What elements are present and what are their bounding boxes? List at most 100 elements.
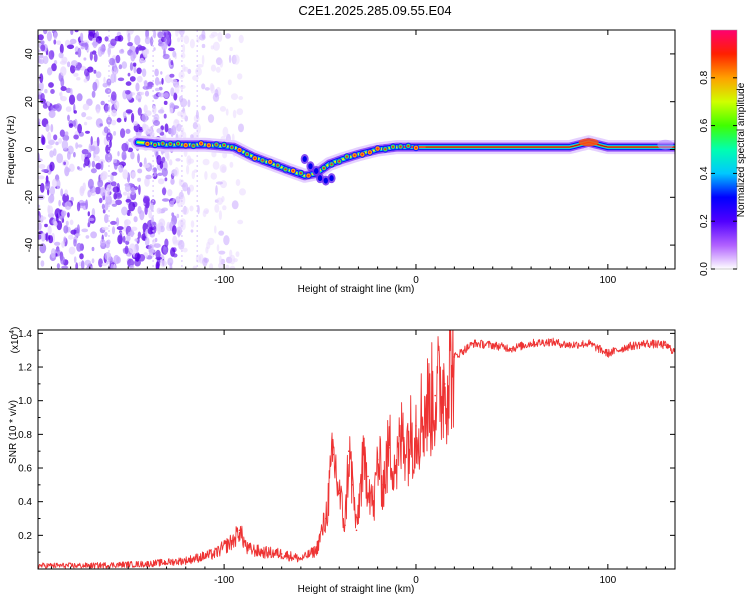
spectrogram-noise-blob xyxy=(176,30,180,33)
spectrogram-noise-blob xyxy=(64,131,69,136)
spectrogram-noise-blob xyxy=(62,193,69,203)
snr-ytick-label: 0.4 xyxy=(18,497,32,508)
spectrogram-noise-blob xyxy=(210,45,215,50)
spectrogram-noise-blob xyxy=(50,89,55,94)
spectrogram-noise-blob xyxy=(62,134,70,142)
spectrogram-peak-core xyxy=(368,151,371,154)
spectrogram-noise-blob xyxy=(121,61,128,69)
spectrogram-noise-blob xyxy=(144,36,151,45)
spectrogram-noise-blob xyxy=(68,123,74,128)
spectrogram-noise-blob xyxy=(201,30,206,40)
spectrogram-noise-blob xyxy=(219,59,224,68)
spectrogram-noise-blob xyxy=(138,98,141,103)
snr-data-point xyxy=(376,458,379,461)
spectrogram-noise-blob xyxy=(130,151,135,160)
colorbar-tick-label: 0.2 xyxy=(699,214,710,228)
spectrogram-noise-blob xyxy=(157,224,162,235)
snr-ticks: -100 0 100 0.2 0.4 0.6 0.8 1.0 1.2 1.4 xyxy=(18,329,675,586)
spectrogram-noise-blob xyxy=(110,220,117,225)
spectrogram-noise-blob xyxy=(63,161,66,166)
spectrogram-noise-blob xyxy=(38,222,42,231)
spectrogram-noise-blob xyxy=(195,67,203,76)
spectrogram-noise-blob xyxy=(223,235,230,246)
spectrogram-noise-blob xyxy=(129,212,133,217)
spectrogram-noise-blob xyxy=(53,134,58,141)
snr-ytick-label: 1.0 xyxy=(18,396,32,407)
spectrogram-noise-blob xyxy=(65,168,71,173)
spectrogram-noise-blob xyxy=(122,191,128,196)
spectrogram-noise-blob xyxy=(222,126,229,137)
spectrogram-noise-blob xyxy=(73,134,79,140)
spectrogram-noise-blob xyxy=(143,49,147,58)
spectrogram-noise-blob xyxy=(77,47,82,58)
spectrogram-noise-blob xyxy=(239,188,246,196)
spectrogram-peak-core xyxy=(161,142,164,145)
spectrogram-noise-blob xyxy=(95,162,102,170)
spectrogram-noise-blob xyxy=(69,219,74,226)
spectrogram-noise-blob xyxy=(80,260,85,269)
spectrogram-noise-blob xyxy=(201,83,206,90)
spectrogram-noise-blob xyxy=(190,134,194,139)
spectrogram-noise-blob xyxy=(117,77,125,82)
spectrogram-noise-blob xyxy=(122,235,126,243)
spectrogram-noise-blob xyxy=(232,109,237,119)
spectrogram-noise-blob xyxy=(66,44,75,50)
spectrogram-peak-core xyxy=(230,146,233,149)
spectrogram-noise-blob xyxy=(182,182,189,192)
snr-y-scale-exponent: 4 xyxy=(9,330,16,334)
spectrogram-noise-blob xyxy=(99,123,103,127)
spectrogram-noise-blob xyxy=(201,105,206,111)
spectrogram-noise-blob xyxy=(181,206,189,215)
snr-data-point xyxy=(232,539,235,542)
snr-data-point xyxy=(361,467,364,469)
spectrogram-noise-blob xyxy=(209,83,214,92)
spectrogram-noise-blob xyxy=(155,261,160,269)
spectrogram-noise-blob xyxy=(73,239,77,247)
spectrogram-noise-blob xyxy=(74,30,79,33)
snr-data-point xyxy=(344,524,346,526)
spectrogram-peak-core xyxy=(192,144,195,147)
spectrogram-noise-blob xyxy=(182,247,188,253)
spectrogram-noise-blob xyxy=(186,155,192,166)
snr-data-point xyxy=(530,342,532,345)
spectrogram-noise-blob xyxy=(48,50,55,60)
colorbar-gradient xyxy=(710,29,738,270)
spectrogram-noise-blob xyxy=(132,62,137,67)
spectrogram-noise-blob xyxy=(76,76,81,81)
spectrogram-noise-blob xyxy=(91,160,96,168)
spectrogram-branch-inner xyxy=(317,175,323,182)
spectrogram-noise-blob xyxy=(78,261,82,267)
spectrogram-noise-blob xyxy=(82,103,90,111)
spectrogram-noise-blob xyxy=(70,229,78,235)
spectrogram-noise-blob xyxy=(175,158,181,162)
spectrogram-noise-blob xyxy=(48,235,54,244)
spectrogram-noise-blob xyxy=(192,132,200,140)
spectrogram-noise-blob xyxy=(38,175,45,180)
spectrogram-noise-blob xyxy=(189,39,195,49)
spectrogram-noise-blob xyxy=(203,208,210,214)
spectrogram-noise-blob xyxy=(100,44,106,55)
spectrogram-noise-blob xyxy=(144,130,150,135)
spectrogram-noise-blob xyxy=(70,88,73,96)
spectrogram-noise-blob xyxy=(187,99,191,108)
spectrogram-noise-blob xyxy=(44,223,48,228)
spectrogram-peak-core xyxy=(376,147,379,150)
spectrogram-noise-blob xyxy=(203,257,209,263)
spectrogram-noise-blob xyxy=(152,105,157,115)
snr-data-point xyxy=(491,344,494,346)
spectrogram-noise-blob xyxy=(38,234,42,240)
spectrogram-noise-blob xyxy=(231,200,239,210)
spectrogram-peak-core xyxy=(361,153,364,156)
spectrogram-noise-blob xyxy=(137,206,142,215)
spectrogram-noise-blob xyxy=(121,206,128,216)
spectrogram-peak-core xyxy=(184,144,187,147)
spectrogram-noise-blob xyxy=(70,64,76,74)
spectrogram-noise-blob xyxy=(154,237,158,243)
spectrogram-noise-blob xyxy=(74,233,81,237)
spectrogram-peak-core xyxy=(276,164,279,167)
spectrogram-noise-blob xyxy=(183,35,190,45)
spectrogram-noise-blob xyxy=(56,153,64,164)
spectrogram-noise-blob xyxy=(209,34,215,39)
spectrogram-noise-blob xyxy=(68,246,76,255)
spectrogram-noise-blob xyxy=(143,195,150,204)
